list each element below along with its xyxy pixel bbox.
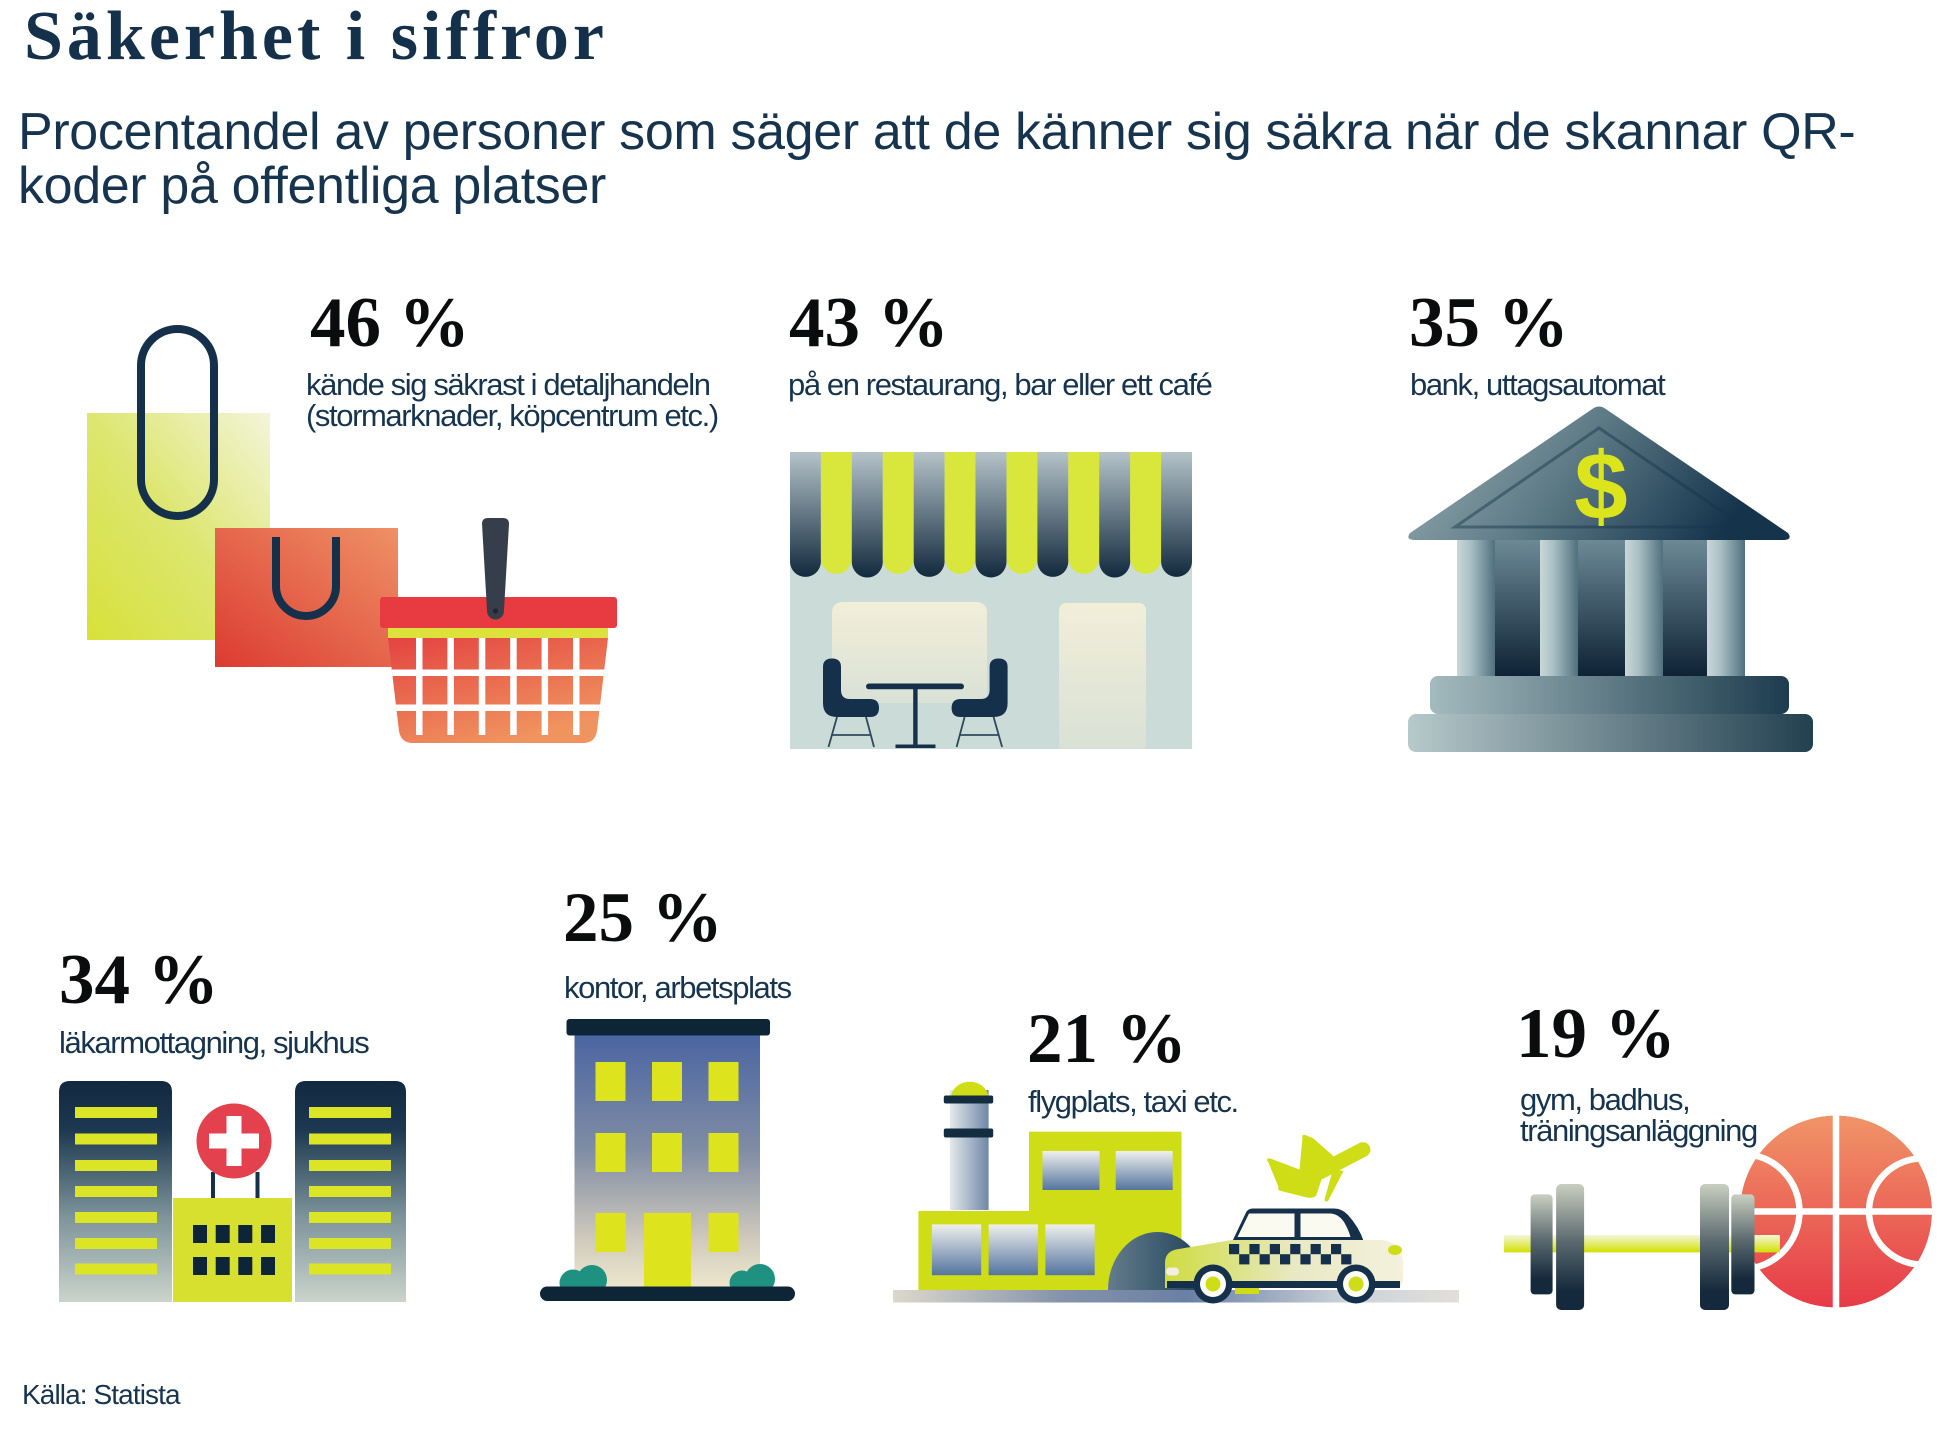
svg-text:$: $ [1574, 433, 1627, 540]
